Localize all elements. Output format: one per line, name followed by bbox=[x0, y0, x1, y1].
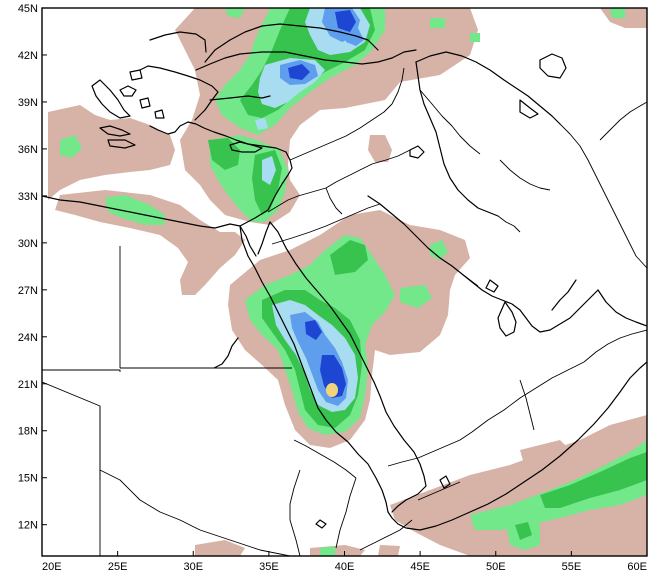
coastlines-and-borders bbox=[42, 23, 647, 556]
lat-tick-label: 33N bbox=[18, 191, 38, 203]
lat-tick-label: 36N bbox=[18, 144, 38, 156]
lon-tick-label: 25E bbox=[108, 561, 128, 573]
lon-tick-label: 40E bbox=[335, 561, 355, 573]
longitude-axis: 20E 25E 30E 35E 40E 45E 50E 55E 60E bbox=[41, 551, 648, 573]
lon-tick-label: 60E bbox=[627, 561, 647, 573]
lat-tick-label: 39N bbox=[18, 97, 38, 109]
lon-tick-label: 50E bbox=[486, 561, 506, 573]
lat-tick-label: 15N bbox=[18, 473, 38, 485]
lon-tick-label: 35E bbox=[259, 561, 279, 573]
lat-tick-label: 12N bbox=[18, 520, 38, 532]
shading-level-7 bbox=[326, 383, 338, 397]
lon-tick-label: 55E bbox=[562, 561, 582, 573]
latitude-axis: 45N 42N 39N 36N 33N 30N 27N 24N 21N 18N 15N 12N bbox=[18, 3, 47, 532]
lat-tick-label: 24N bbox=[18, 332, 38, 344]
lon-tick-label: 30E bbox=[183, 561, 203, 573]
lat-tick-label: 42N bbox=[18, 50, 38, 62]
lat-tick-label: 18N bbox=[18, 426, 38, 438]
lat-tick-label: 21N bbox=[18, 379, 38, 391]
shaded-field bbox=[48, 8, 647, 556]
lat-tick-label: 27N bbox=[18, 285, 38, 297]
lat-tick-label: 45N bbox=[18, 3, 38, 15]
lat-tick-label: 30N bbox=[18, 238, 38, 250]
lon-tick-label: 45E bbox=[410, 561, 430, 573]
lon-tick-label: 20E bbox=[42, 561, 62, 573]
